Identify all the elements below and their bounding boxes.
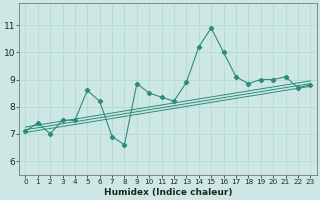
- X-axis label: Humidex (Indice chaleur): Humidex (Indice chaleur): [104, 188, 232, 197]
